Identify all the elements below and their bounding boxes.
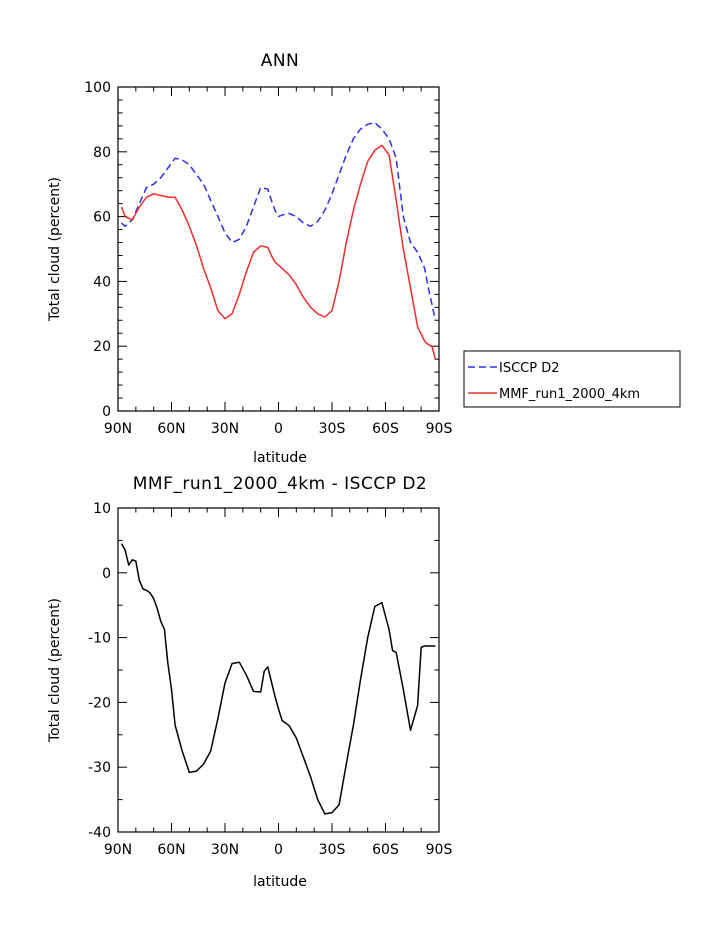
y-tick-label: -40 (88, 825, 111, 841)
y-tick-label: 0 (102, 404, 111, 420)
y-tick-label: 10 (93, 501, 111, 517)
y-tick-label: -20 (88, 695, 111, 711)
panel-bottom: MMF_run1_2000_4km - ISCCP D2 -40 -30 -20 -1… (47, 474, 452, 890)
x-tick-label: 60S (372, 842, 399, 858)
x-tick-label: 60S (372, 421, 399, 437)
bottom-x-axis-label: latitude (253, 874, 307, 890)
y-tick-label: 0 (102, 566, 111, 582)
bottom-series-lines (120, 543, 436, 815)
legend-box (463, 350, 681, 408)
top-x-axis-label: latitude (253, 450, 307, 466)
panel-top: ANN 0 20 40 60 80 100 90N 60N 30N 0 30S 60S 90S lat… (47, 51, 681, 466)
x-tick-label: 90S (426, 421, 453, 437)
x-tick-label: 0 (274, 842, 283, 858)
x-tick-label: 90N (104, 842, 132, 858)
bottom-y-axis-label: Total cloud (percent) (47, 598, 63, 743)
top-x-tick-labels: 90N 60N 30N 0 30S 60S 90S (104, 421, 453, 437)
top-series-lines (120, 121, 437, 360)
bottom-x-tick-labels: 90N 60N 30N 0 30S 60S 90S (104, 842, 453, 858)
bottom-chart-title: MMF_run1_2000_4km - ISCCP D2 (133, 474, 428, 494)
x-tick-label: 30N (211, 842, 239, 858)
x-tick-label: 30S (319, 421, 346, 437)
legend-label-mmf: MMF_run1_2000_4km (499, 387, 640, 402)
top-chart-title: ANN (261, 51, 300, 71)
top-plot-frame (117, 86, 440, 412)
x-tick-label: 0 (274, 421, 283, 437)
y-tick-label: 60 (93, 210, 111, 226)
x-tick-label: 90S (426, 842, 453, 858)
y-tick-label: 20 (93, 339, 111, 355)
top-y-axis-label: Total cloud (percent) (47, 177, 63, 322)
bottom-plot-frame (117, 507, 440, 833)
series-line-difference (120, 543, 436, 815)
y-tick-label: -10 (88, 631, 111, 647)
x-tick-label: 90N (104, 421, 132, 437)
y-tick-label: 100 (84, 80, 111, 96)
legend: ISCCP D2 MMF_run1_2000_4km (463, 350, 681, 408)
y-tick-label: -30 (88, 760, 111, 776)
bottom-axis-ticks (117, 507, 440, 833)
series-line-isccp-d2 (121, 121, 437, 321)
series-line-mmf-run1-2000-4km (120, 144, 437, 360)
top-y-tick-labels: 0 20 40 60 80 100 (84, 80, 111, 420)
x-tick-label: 60N (157, 842, 185, 858)
bottom-y-tick-labels: -40 -30 -20 -10 0 10 (88, 501, 111, 841)
y-tick-label: 40 (93, 274, 111, 290)
x-tick-label: 60N (157, 421, 185, 437)
legend-label-isccp: ISCCP D2 (499, 361, 560, 376)
x-tick-label: 30N (211, 421, 239, 437)
top-axis-ticks (117, 86, 440, 412)
x-tick-label: 30S (319, 842, 346, 858)
y-tick-label: 80 (93, 145, 111, 161)
